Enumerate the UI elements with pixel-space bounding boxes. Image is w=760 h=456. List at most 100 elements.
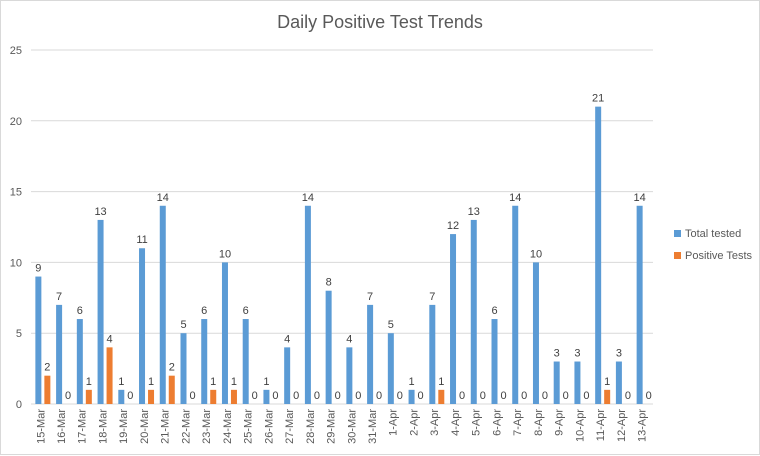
data-label: 0: [521, 390, 527, 402]
x-tick-label: 10-Apr: [574, 409, 586, 442]
x-tick-label: 21-Mar: [160, 409, 172, 444]
x-tick-label: 13-Apr: [637, 409, 649, 442]
y-tick-label: 25: [10, 45, 22, 57]
y-tick-label: 10: [10, 257, 22, 269]
data-label: 3: [554, 348, 560, 360]
x-tick-label: 17-Mar: [77, 409, 89, 444]
data-label: 0: [355, 390, 361, 402]
data-label: 1: [86, 376, 92, 388]
x-tick-label: 20-Mar: [139, 409, 151, 444]
bar-total-tested: [408, 389, 415, 404]
x-tick-label: 25-Mar: [243, 409, 255, 444]
data-label: 14: [302, 192, 314, 204]
bar-total-tested: [387, 333, 394, 404]
data-label: 0: [272, 390, 278, 402]
data-label: 4: [107, 333, 113, 345]
x-tick-label: 31-Mar: [367, 409, 379, 444]
data-label: 0: [418, 390, 424, 402]
data-label: 0: [583, 390, 589, 402]
legend-swatch-total-tested: [674, 230, 681, 237]
legend: Total tested Positive Tests: [674, 228, 753, 262]
x-tick-label: 29-Mar: [326, 409, 338, 444]
chart-title: Daily Positive Test Trends: [277, 12, 483, 32]
data-label: 0: [563, 390, 569, 402]
x-tick-label: 19-Mar: [118, 409, 130, 444]
data-label: 1: [118, 376, 124, 388]
data-label: 0: [293, 390, 299, 402]
data-label: 0: [335, 390, 341, 402]
y-tick-label: 5: [16, 328, 22, 340]
x-tick-label: 15-Mar: [35, 409, 47, 444]
x-tick-label: 5-Apr: [471, 409, 483, 436]
data-label: 0: [500, 390, 506, 402]
data-label: 0: [646, 390, 652, 402]
bar-positive-tests: [438, 389, 445, 404]
data-label: 0: [314, 390, 320, 402]
bar-positive-tests: [85, 389, 92, 404]
bars: [35, 106, 643, 404]
y-axis-ticks: 0 5 10 15 20 25: [10, 45, 22, 411]
data-label: 0: [65, 390, 71, 402]
data-label: 7: [367, 291, 373, 303]
data-label: 14: [157, 192, 169, 204]
data-label: 0: [397, 390, 403, 402]
bar-total-tested: [429, 304, 436, 404]
data-label: 6: [491, 305, 497, 317]
x-tick-label: 2-Apr: [408, 409, 420, 436]
bar-total-tested: [553, 361, 560, 404]
data-label: 1: [409, 376, 415, 388]
x-tick-label: 28-Mar: [305, 409, 317, 444]
data-label: 0: [252, 390, 258, 402]
x-tick-label: 30-Mar: [346, 409, 358, 444]
data-label: 9: [35, 263, 41, 275]
data-label: 10: [219, 248, 231, 260]
data-label: 14: [509, 192, 521, 204]
x-tick-label: 7-Apr: [512, 409, 524, 436]
bar-total-tested: [118, 389, 125, 404]
data-label: 7: [56, 291, 62, 303]
bar-total-tested: [139, 248, 146, 404]
bar-total-tested: [284, 347, 291, 404]
bar-total-tested: [159, 205, 166, 404]
data-label: 2: [169, 362, 175, 374]
data-label: 5: [388, 319, 394, 331]
data-label: 6: [201, 305, 207, 317]
bar-total-tested: [574, 361, 581, 404]
data-label: 13: [94, 206, 106, 218]
bar-total-tested: [263, 389, 270, 404]
data-label: 11: [136, 234, 147, 246]
data-label: 13: [468, 206, 480, 218]
data-label: 0: [542, 390, 548, 402]
x-tick-label: 3-Apr: [429, 409, 441, 436]
x-tick-label: 4-Apr: [450, 409, 462, 436]
bar-positive-tests: [148, 389, 155, 404]
data-label: 5: [180, 319, 186, 331]
bar-total-tested: [450, 234, 457, 404]
data-label: 1: [604, 376, 610, 388]
data-label: 12: [447, 220, 459, 232]
data-label: 0: [480, 390, 486, 402]
data-labels: 9270611341011114250611016010401408040705…: [35, 93, 651, 402]
data-label: 1: [438, 376, 444, 388]
data-label: 0: [459, 390, 465, 402]
bar-total-tested: [470, 219, 477, 404]
bar-total-tested: [97, 219, 104, 404]
data-label: 8: [326, 277, 332, 289]
x-tick-label: 12-Apr: [616, 409, 628, 442]
bar-positive-tests: [230, 389, 237, 404]
legend-label-positive-tests: Positive Tests: [685, 250, 753, 262]
y-tick-label: 15: [10, 187, 22, 199]
bar-total-tested: [512, 205, 519, 404]
bar-total-tested: [325, 290, 332, 404]
data-label: 3: [616, 348, 622, 360]
x-tick-label: 16-Mar: [56, 409, 68, 444]
x-tick-label: 27-Mar: [284, 409, 296, 444]
bar-total-tested: [532, 262, 539, 404]
data-label: 3: [574, 348, 580, 360]
bar-total-tested: [242, 319, 249, 404]
data-label: 1: [148, 376, 154, 388]
bar-total-tested: [221, 262, 228, 404]
x-tick-label: 23-Mar: [201, 409, 213, 444]
y-tick-label: 0: [16, 399, 22, 411]
